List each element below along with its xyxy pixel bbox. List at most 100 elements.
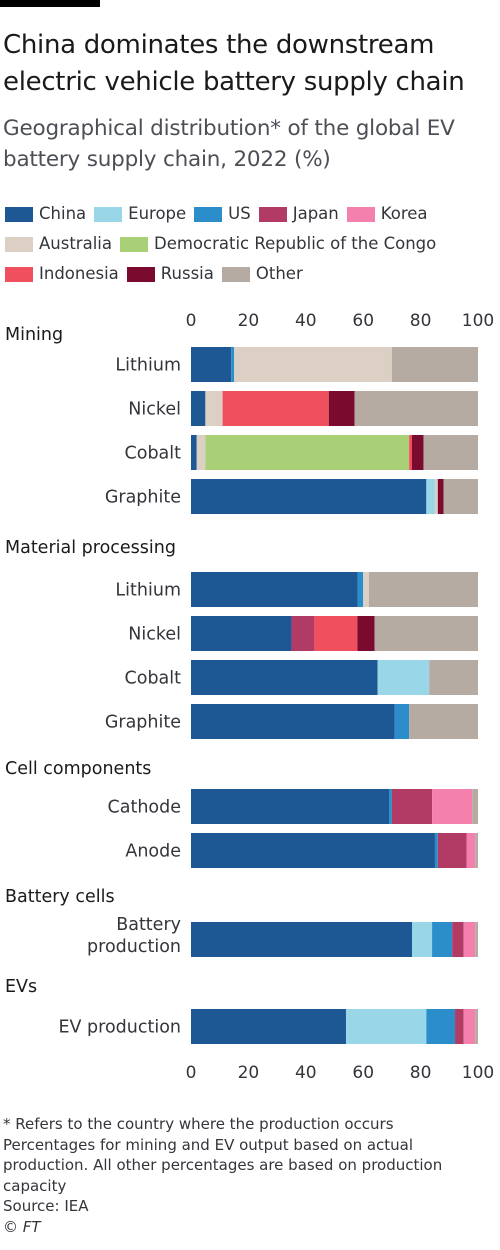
footnotes: * Refers to the country where the produc… — [3, 1114, 473, 1237]
bar-segment-battery-cells-battery-production-korea — [463, 922, 476, 957]
category-label-evs-ev-production: EV production — [58, 1018, 181, 1038]
x-tick-label-top-40: 40 — [295, 311, 317, 331]
category-label-battery-cells-battery-production: Battery production — [87, 915, 181, 957]
legend-label-indonesia: Indonesia — [39, 264, 119, 283]
bar-segment-cell-components-anode-us — [434, 833, 438, 868]
bar-segment-cell-components-anode-other — [475, 833, 478, 868]
category-label-cell-components-cathode: Cathode — [108, 798, 181, 818]
bar-segment-battery-cells-battery-production-china — [191, 922, 412, 957]
category-label-mining-cobalt: Cobalt — [125, 444, 182, 464]
bar-segment-evs-ev-production-korea — [463, 1009, 476, 1044]
bar-segment-mining-cobalt-democratic-republic-of-the-congo — [205, 435, 410, 470]
group-header-battery-cells: Battery cells — [5, 887, 115, 907]
x-tick-label-top-60: 60 — [352, 311, 374, 331]
bar-segment-evs-ev-production-europe — [345, 1009, 427, 1044]
group-header-material-processing: Material processing — [5, 538, 176, 558]
category-label-material-processing-cobalt: Cobalt — [125, 669, 182, 689]
legend-item-korea: Korea — [346, 203, 428, 225]
bar-segment-mining-cobalt-china — [191, 435, 197, 470]
legend-swatch-democratic-republic-of-the-congo — [120, 236, 148, 252]
legend-item-australia: Australia — [5, 233, 112, 255]
legend-item-china: China — [5, 203, 86, 225]
legend-item-other: Other — [221, 263, 303, 285]
footnote-method-line-2: production. All other percentages are ba… — [3, 1156, 443, 1174]
bar-segment-mining-graphite-australia — [434, 479, 438, 514]
bar-segment-battery-cells-battery-production-us — [432, 922, 453, 957]
bar-segment-mining-lithium-us — [231, 347, 235, 382]
chart-title: China dominates the downstream electric … — [3, 30, 465, 97]
legend-item-europe: Europe — [94, 203, 186, 225]
legend-label-australia: Australia — [39, 234, 112, 253]
legend-label-us: US — [228, 204, 251, 223]
bar-segment-evs-ev-production-china — [191, 1009, 346, 1044]
legend-swatch-other — [221, 266, 250, 282]
category-label-mining-nickel: Nickel — [128, 400, 181, 420]
legend-swatch-us — [194, 206, 223, 222]
bar-segment-battery-cells-battery-production-japan — [452, 922, 464, 957]
bar-segment-mining-nickel-indonesia — [222, 391, 329, 426]
footnote-method-line-1: Percentages for mining and EV output bas… — [3, 1135, 414, 1154]
legend-label-europe: Europe — [128, 204, 187, 223]
bar-segment-material-processing-cobalt-china — [191, 660, 378, 695]
group-header-evs: EVs — [5, 977, 37, 997]
bar-segment-material-processing-graphite-us — [394, 704, 410, 739]
legend-label-korea: Korea — [380, 204, 428, 223]
bar-segment-material-processing-lithium-other — [368, 572, 478, 607]
group-header-cell-components: Cell components — [5, 759, 151, 779]
bar-segment-material-processing-graphite-other — [409, 704, 478, 739]
bar-segment-mining-cobalt-australia — [196, 435, 206, 470]
x-tick-label-bottom-0: 0 — [186, 1063, 197, 1083]
x-tick-label-top-0: 0 — [186, 311, 197, 331]
bar-segment-evs-ev-production-us — [426, 1009, 456, 1044]
bar-segment-material-processing-lithium-australia — [363, 572, 369, 607]
bar-segment-mining-cobalt-other — [423, 435, 478, 470]
legend-item-indonesia: Indonesia — [5, 263, 119, 285]
bar-segment-cell-components-cathode-japan — [391, 789, 433, 824]
bar-segment-material-processing-nickel-china — [191, 616, 292, 651]
legend-swatch-europe — [94, 206, 123, 222]
bar-segment-material-processing-graphite-china — [191, 704, 395, 739]
bar-segment-evs-ev-production-other — [475, 1009, 478, 1044]
legend-item-us: US — [194, 203, 251, 225]
legend-item-russia: Russia — [126, 263, 214, 285]
bar-segment-mining-cobalt-russia — [411, 435, 424, 470]
group-header-mining: Mining — [5, 325, 63, 345]
legend-swatch-russia — [126, 266, 155, 282]
x-tick-label-top-80: 80 — [410, 311, 432, 331]
bar-segment-material-processing-lithium-china — [191, 572, 358, 607]
legend-item-japan: Japan — [258, 203, 339, 225]
x-tick-label-bottom-60: 60 — [352, 1063, 374, 1083]
legend-swatch-korea — [346, 206, 375, 222]
chart-subtitle: Geographical distribution* of the global… — [3, 116, 455, 172]
bar-segment-material-processing-lithium-us — [357, 572, 364, 607]
legend-item-democratic-republic-of-the-congo: Democratic Republic of the Congo — [120, 233, 436, 255]
category-label-material-processing-graphite: Graphite — [105, 713, 181, 733]
source-note: Source: IEA — [3, 1197, 89, 1215]
x-tick-label-bottom-20: 20 — [238, 1063, 260, 1083]
footnote-method-line-3: capacity — [3, 1176, 67, 1195]
legend-swatch-japan — [258, 206, 287, 222]
legend-label-china: China — [39, 204, 87, 223]
legend-label-russia: Russia — [160, 264, 214, 283]
bar-segment-cell-components-cathode-other — [472, 789, 478, 824]
copyright: © FT — [3, 1217, 41, 1236]
category-label-material-processing-lithium: Lithium — [115, 581, 181, 601]
category-label-cell-components-anode: Anode — [125, 842, 181, 862]
bar-segment-mining-graphite-china — [191, 479, 427, 514]
legend-label-other: Other — [255, 264, 303, 283]
bar-segment-mining-graphite-russia — [437, 479, 444, 514]
x-tick-label-bottom-40: 40 — [295, 1063, 317, 1083]
x-tick-label-bottom-100: 100 — [462, 1063, 494, 1083]
bar-segment-mining-nickel-other — [354, 391, 478, 426]
legend-swatch-australia — [5, 236, 33, 252]
bar-segment-mining-lithium-other — [391, 347, 478, 382]
bar-segment-mining-nickel-russia — [328, 391, 355, 426]
legend-label-japan: Japan — [292, 204, 339, 223]
bar-segment-mining-cobalt-indonesia — [409, 435, 412, 470]
bar-segment-cell-components-anode-korea — [466, 833, 476, 868]
legend-label-democratic-republic-of-the-congo: Democratic Republic of the Congo — [154, 234, 437, 253]
bar-segment-battery-cells-battery-production-europe — [411, 922, 433, 957]
bar-segment-mining-nickel-australia — [205, 391, 223, 426]
bar-segment-material-processing-nickel-russia — [357, 616, 375, 651]
